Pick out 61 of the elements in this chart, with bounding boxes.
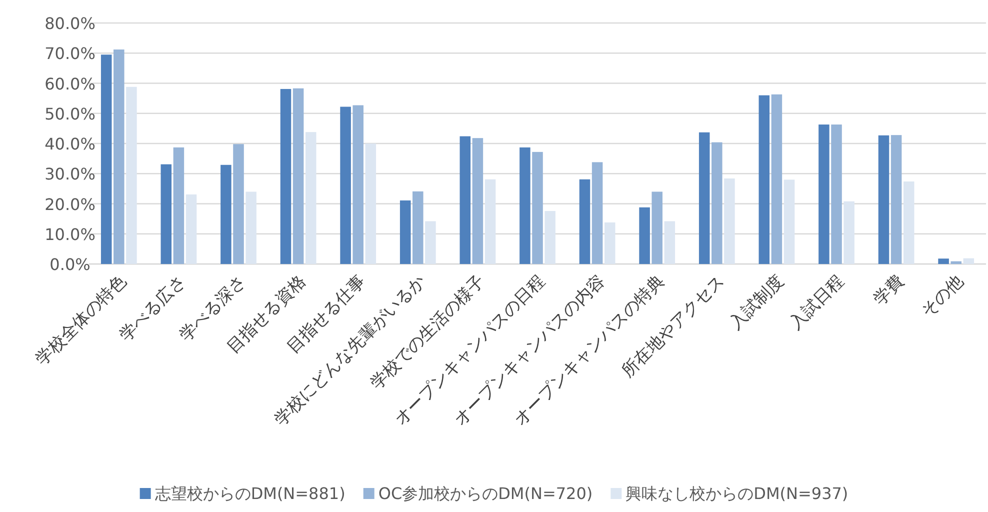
bar [484,179,496,264]
bar [878,135,890,264]
bar [186,194,197,264]
bar [818,124,830,264]
bar [520,147,530,264]
bar [604,222,616,264]
y-tick-label: 40.0% [44,134,96,154]
bar [950,261,962,264]
bar [305,132,316,264]
bar [890,135,902,264]
bar [173,147,184,264]
legend-label: 志望校からのDM(N=881) [154,484,346,503]
bar [903,181,914,264]
y-tick-label: 0.0% [50,255,90,274]
bar [771,94,782,264]
y-tick-label: 10.0% [44,224,96,244]
x-tick-label: その他 [917,271,968,322]
bar [758,95,770,264]
y-tick-label: 60.0% [44,74,96,94]
bar [400,200,411,264]
bar [579,179,590,264]
y-tick-label: 30.0% [44,164,96,184]
bar [126,86,137,264]
y-tick-label: 70.0% [44,44,96,64]
x-tick-label: 学費 [870,271,908,310]
bar [592,162,603,264]
bar [472,138,484,264]
bar [365,144,376,264]
bar [938,258,949,264]
bar [639,207,650,264]
bar [352,105,364,264]
bar [698,132,710,264]
bar [233,144,244,264]
bar [114,50,124,264]
bar [724,178,735,264]
bar [100,54,112,264]
y-tick-label: 80.0% [44,14,96,33]
bar [664,221,676,264]
bar [963,258,974,264]
legend-label: OC参加校からのDM(N=720) [378,484,593,503]
legend-label: 興味なし校からのDM(N=937) [626,484,848,503]
bar [712,142,722,264]
bar [292,88,304,264]
bar [652,192,662,264]
bar [160,164,172,264]
bar [844,201,854,264]
bar [784,180,795,264]
bar [220,164,232,264]
bar [831,124,842,264]
bar [280,88,292,264]
bar [425,221,436,264]
y-tick-label: 20.0% [44,194,96,214]
x-tick-label: 入試日程 [786,271,848,334]
bar [532,152,543,264]
x-tick-label: 入試制度 [726,271,788,334]
bar [460,136,471,264]
bar [340,106,351,264]
bar [246,192,256,264]
bar [412,191,424,264]
bar [544,210,556,264]
y-tick-label: 50.0% [44,104,96,124]
